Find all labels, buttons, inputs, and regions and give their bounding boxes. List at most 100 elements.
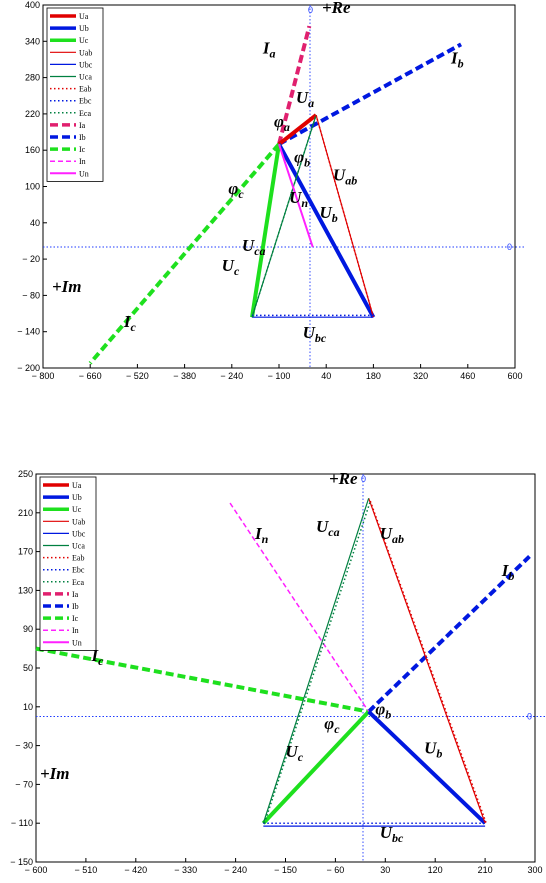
series-uca	[262, 498, 370, 824]
x-tick-label: − 240	[220, 371, 243, 381]
y-tick-label: − 80	[22, 290, 40, 300]
annotation-label: Uc	[286, 742, 304, 764]
x-tick-label: 600	[507, 371, 522, 381]
x-tick-label: − 520	[126, 371, 149, 381]
legend-label: Ib	[72, 602, 79, 611]
legend: Ua Ub Uc Uab Ubc Uca Eab Ebc Eca Ia Ib Ic In Un	[46, 7, 104, 182]
series-ib	[367, 555, 531, 714]
x-tick-label: − 380	[173, 371, 196, 381]
annotation-label: Un	[289, 188, 308, 210]
series-eab	[369, 500, 487, 824]
annotation-label: Ic	[123, 312, 137, 334]
series-in	[229, 502, 370, 713]
legend-label: Ubc	[79, 60, 93, 69]
series-eca	[263, 500, 372, 824]
legend-label: In	[72, 626, 79, 635]
legend-label: Un	[79, 169, 89, 178]
x-tick-label: − 420	[124, 865, 147, 875]
y-tick-label: 170	[18, 547, 33, 557]
legend-label: In	[79, 157, 86, 166]
legend-label: Uc	[79, 36, 89, 45]
annotation-label: φc	[228, 179, 244, 201]
x-tick-label: 120	[428, 865, 443, 875]
x-tick-label: − 60	[327, 865, 345, 875]
x-tick-label: − 800	[32, 371, 55, 381]
legend-label: Ia	[72, 590, 79, 599]
x-tick-label: 210	[478, 865, 493, 875]
annotation-label: Ubc	[303, 323, 327, 345]
legend-label: Eca	[72, 578, 84, 587]
series-eca	[251, 114, 317, 318]
series-ic	[35, 646, 370, 714]
annotation-label: Uca	[316, 517, 340, 539]
annotation-label: Ua	[296, 88, 314, 110]
legend-label: Uab	[79, 48, 92, 57]
legend-label: Ic	[79, 145, 86, 154]
x-tick-label: 40	[321, 371, 331, 381]
y-tick-label: 340	[25, 36, 40, 46]
y-tick-label: 400	[25, 0, 40, 10]
x-tick-label: − 510	[75, 865, 98, 875]
legend-label: Eca	[79, 109, 91, 118]
legend: Ua Ub Uc Uab Ubc Uca Eab Ebc Eca Ia Ib Ic In Un	[39, 476, 97, 651]
legend-label: Uc	[72, 505, 82, 514]
annotation-label: Ic	[90, 646, 104, 668]
axis-zero-label: 0	[507, 242, 512, 252]
series-uc	[250, 143, 281, 318]
axis-title-re: +Re	[322, 0, 351, 17]
legend-label: Eab	[79, 85, 91, 94]
legend-label: Ua	[79, 12, 89, 21]
phasor-chart-top: − 800− 660− 520− 380− 240− 100 40 180 320 46…	[17, 0, 525, 381]
axis-title-re: +Re	[329, 469, 358, 488]
series-ub	[367, 710, 487, 825]
y-tick-label: 250	[18, 469, 33, 479]
y-tick-label: 220	[25, 109, 40, 119]
x-tick-label: 320	[413, 371, 428, 381]
plot-frame	[35, 473, 536, 863]
x-tick-label: 460	[460, 371, 475, 381]
series-ib	[278, 42, 463, 146]
legend-label: Uab	[72, 517, 85, 526]
series-ub	[277, 143, 376, 319]
y-tick-label: 160	[25, 145, 40, 155]
series-ia	[277, 25, 312, 145]
y-tick-label: 280	[25, 73, 40, 83]
annotation-label: Uab	[380, 524, 404, 546]
annotation-label: φa	[274, 112, 290, 134]
legend-box	[39, 476, 97, 651]
x-tick-label: 300	[527, 865, 542, 875]
annotation-label: Ubc	[380, 823, 404, 845]
y-tick-label: − 20	[22, 254, 40, 264]
series-un	[278, 143, 314, 248]
x-tick-label: − 100	[268, 371, 291, 381]
legend-label: Eab	[72, 554, 84, 563]
x-tick-label: 180	[366, 371, 381, 381]
x-tick-label: − 330	[174, 865, 197, 875]
legend-label: Uca	[72, 542, 85, 551]
x-tick-label: 30	[380, 865, 390, 875]
y-tick-label: − 140	[17, 327, 40, 337]
y-tick-label: − 110	[11, 818, 33, 828]
legend-label: Ebc	[79, 97, 92, 106]
legend-label: Ub	[72, 493, 82, 502]
x-tick-label: − 600	[25, 865, 48, 875]
legend-label: Ub	[79, 24, 89, 33]
series-uc	[261, 710, 371, 825]
annotation-label: Ib	[450, 49, 464, 71]
annotation-label: Ub	[424, 738, 442, 760]
series-ic	[88, 142, 281, 365]
series-uab	[368, 498, 486, 824]
y-tick-label: 210	[18, 508, 33, 518]
x-tick-label: − 240	[224, 865, 247, 875]
legend-label: Ib	[79, 133, 86, 142]
series-ua	[277, 113, 318, 146]
annotation-label: Uab	[333, 165, 357, 187]
series-eab	[315, 114, 375, 318]
legend-label: Ebc	[72, 566, 85, 575]
annotation-label: φb	[294, 147, 310, 169]
legend-label: Ia	[79, 121, 86, 130]
axis-zero-label: 0	[527, 712, 532, 722]
annotation-label: Ib	[501, 561, 515, 583]
y-tick-label: 90	[23, 624, 33, 634]
